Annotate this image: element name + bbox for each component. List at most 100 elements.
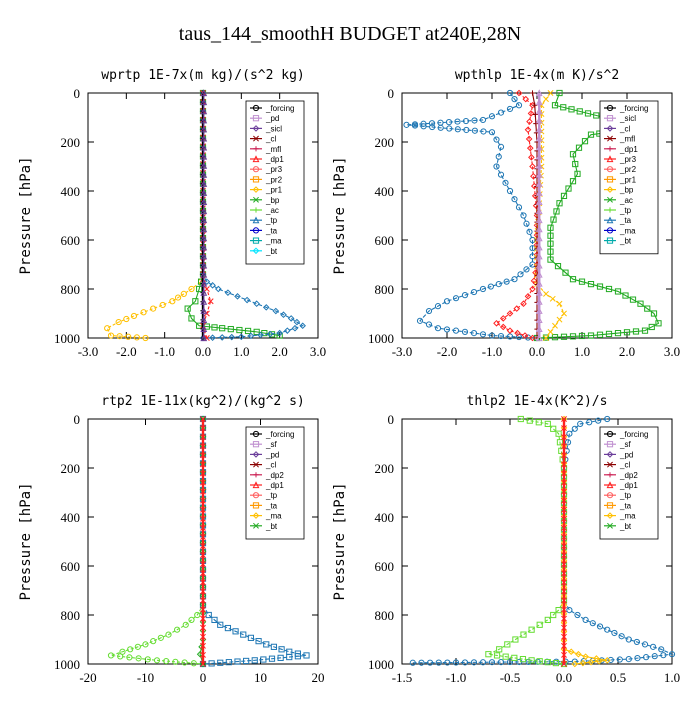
x-tick-label: 0.0: [556, 670, 572, 685]
x-tick-label: -2.0: [116, 344, 137, 359]
legend-entry: _cl: [619, 124, 630, 133]
y-tick-label: 200: [61, 135, 81, 150]
legend-entry: _dp1: [265, 155, 284, 164]
series-line: [495, 92, 538, 339]
x-tick-label: -10: [137, 670, 154, 685]
figure-title: taus_144_smoothH BUDGET at240E,28N: [179, 23, 521, 45]
legend-entry: _bt: [265, 247, 278, 256]
x-tick-label: 0.5: [610, 670, 626, 685]
x-tick-label: 0.0: [529, 344, 545, 359]
series-pr1: [104, 89, 207, 342]
series-line: [486, 418, 565, 665]
legend-entry: _bp: [265, 196, 280, 205]
panel-title: thlp2 1E-4x(K^2)/s: [467, 394, 608, 409]
legend-entry: _cl: [265, 135, 276, 144]
legend-entry: _bp: [619, 186, 634, 195]
legend-entry: _tp: [619, 491, 632, 500]
x-tick-label: -20: [79, 670, 96, 685]
y-tick-label: 600: [375, 233, 395, 248]
legend-entry: _pr1: [619, 175, 637, 184]
legend-entry: _mfl: [265, 145, 281, 154]
panels: wprtp 1E-7x(m kg)/(s^2 kg) Pressure [hPa]…: [18, 68, 680, 685]
legend-entry: _sf: [619, 440, 631, 449]
legend-entry: _ta: [265, 501, 278, 510]
legend-entry: _tp: [619, 206, 632, 215]
legend-entry: _dp1: [619, 145, 638, 154]
y-tick-label: 0: [74, 412, 81, 427]
legend-entry: _ta: [619, 216, 632, 225]
series-line: [202, 93, 304, 339]
legend-entry: _ma: [265, 512, 282, 521]
legend-entry: _pr2: [265, 175, 283, 184]
x-tick-label: 3.0: [310, 344, 326, 359]
x-tick-label: 2.0: [619, 344, 635, 359]
legend-entry: _ta: [619, 501, 632, 510]
legend-entry: _sicl: [619, 114, 636, 123]
y-tick-label: 1000: [368, 657, 394, 672]
x-tick-label: 20: [312, 670, 325, 685]
x-tick-label: -1.5: [392, 670, 413, 685]
legend-entry: _ta: [265, 226, 278, 235]
series-dp1: [493, 89, 541, 342]
legend-entry: _dp2: [619, 471, 638, 480]
panel-3: rtp2 1E-11x(kg^2)/(kg^2 s) Pressure [hPa]…: [18, 394, 325, 685]
x-tick-label: 10: [254, 670, 267, 685]
legend-entry: _dp1: [619, 481, 638, 490]
legend-entry: _cl: [265, 461, 276, 470]
legend-entry: _ac: [619, 196, 633, 205]
legend-entry: _ma: [265, 237, 282, 246]
legend-entry: _tp: [265, 216, 278, 225]
series-dp1: [107, 415, 207, 668]
legend-entry: _sicl: [265, 124, 282, 133]
legend-entry: _sf: [265, 440, 277, 449]
legend-entry: _pr2: [619, 165, 637, 174]
y-tick-label: 600: [61, 233, 81, 248]
y-tick-label: 800: [61, 608, 81, 623]
x-tick-label: -2.0: [437, 344, 458, 359]
y-tick-label: 400: [375, 510, 395, 525]
x-tick-label: -1.0: [482, 344, 503, 359]
x-tick-label: 0.0: [195, 344, 211, 359]
legend-entry: _pr3: [619, 155, 637, 164]
series-forcing: [200, 416, 206, 667]
y-tick-label: 400: [375, 184, 395, 199]
y-tick-label: 1000: [54, 657, 80, 672]
panel-title: rtp2 1E-11x(kg^2)/(kg^2 s): [101, 394, 305, 409]
x-tick-label: -1.0: [154, 344, 175, 359]
x-tick-label: 1.0: [574, 344, 590, 359]
y-tick-label: 200: [61, 461, 81, 476]
y-tick-label: 400: [61, 510, 81, 525]
legend-entry: _ma: [619, 512, 636, 521]
legend-entry: _pd: [619, 450, 633, 459]
legend-entry: _bt: [265, 522, 278, 531]
y-axis-label: Pressure [hPa]: [332, 482, 348, 600]
x-tick-label: -3.0: [392, 344, 413, 359]
y-tick-label: 600: [375, 559, 395, 574]
y-tick-label: 1000: [54, 331, 80, 346]
y-axis-label: Pressure [hPa]: [18, 482, 34, 600]
panel-2: wpthlp 1E-4x(m K)/s^2 Pressure [hPa] -3.0 -…: [332, 68, 680, 359]
series-line: [202, 419, 307, 665]
panel-title: wprtp 1E-7x(m kg)/(s^2 kg): [101, 68, 305, 83]
x-tick-label: 1.0: [664, 670, 680, 685]
legend: _forcing_sf_pd _cl_dp2_dp1_tp_ta _ma_bt: [599, 426, 659, 540]
x-tick-label: -3.0: [78, 344, 99, 359]
y-tick-label: 800: [375, 608, 395, 623]
y-tick-label: 200: [375, 461, 395, 476]
legend-entry: _pd: [265, 450, 279, 459]
panel-1: wprtp 1E-7x(m kg)/(s^2 kg) Pressure [hPa]…: [18, 68, 326, 359]
series-line: [406, 92, 538, 339]
series-dp1: [485, 415, 568, 668]
y-tick-label: 0: [74, 86, 81, 101]
legend-entry: _cl: [619, 461, 630, 470]
legend-entry: _bt: [619, 237, 632, 246]
legend: _forcing_pd_sicl_cl_mfl_dp1_pr3_pr2_pr1_…: [245, 100, 305, 265]
legend-entry: _ac: [265, 206, 279, 215]
legend-entry: _dp1: [265, 481, 284, 490]
x-tick-label: -0.5: [500, 670, 521, 685]
y-axis-label: Pressure [hPa]: [332, 156, 348, 274]
y-tick-label: 0: [388, 412, 395, 427]
legend-entry: _mfl: [619, 135, 635, 144]
series-forcing: [535, 89, 543, 342]
legend-entry: _forcing: [265, 430, 294, 439]
